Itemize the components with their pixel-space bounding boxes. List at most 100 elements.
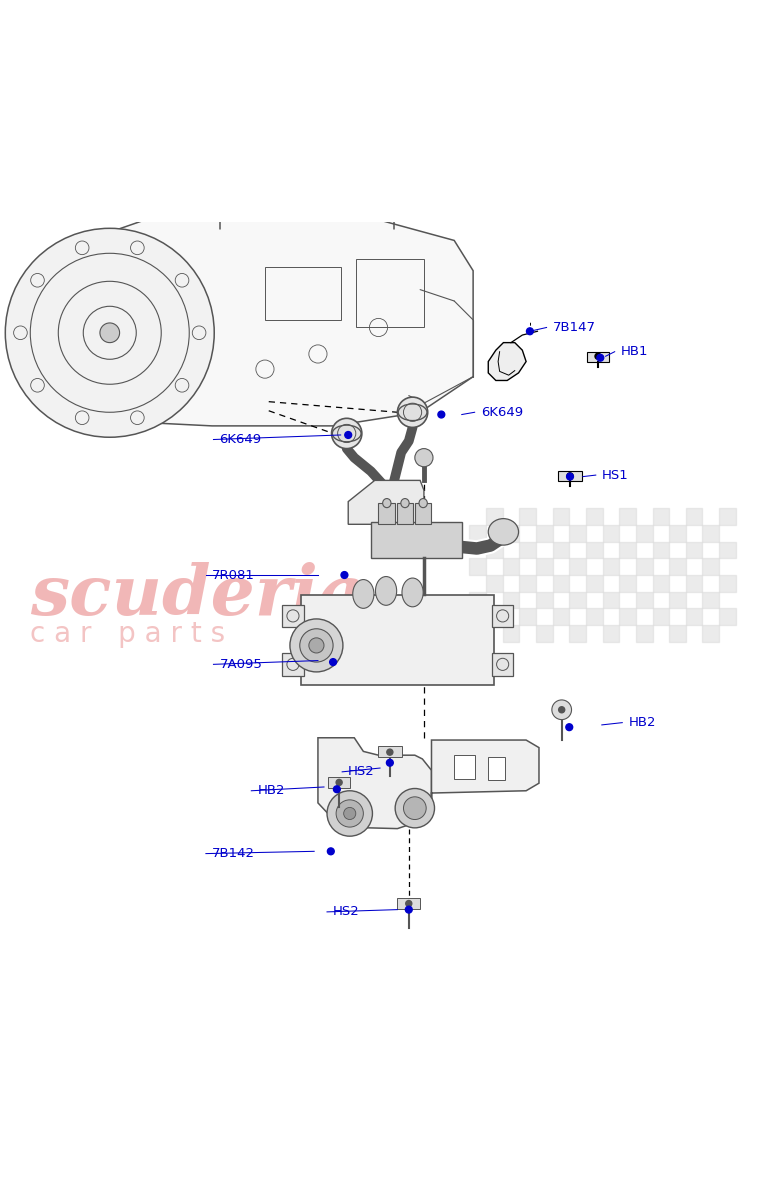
Circle shape	[344, 432, 351, 438]
Ellipse shape	[488, 518, 519, 545]
Bar	[356, 259, 424, 328]
Bar	[603, 558, 619, 575]
Bar	[719, 575, 736, 592]
Bar	[669, 558, 686, 575]
Circle shape	[336, 800, 363, 827]
Circle shape	[329, 659, 336, 666]
Bar	[469, 526, 486, 541]
Text: 7B142: 7B142	[212, 847, 255, 860]
Bar	[686, 541, 702, 558]
Bar	[719, 541, 736, 558]
Circle shape	[309, 638, 324, 653]
Circle shape	[397, 397, 428, 427]
Circle shape	[406, 900, 412, 906]
Bar	[553, 509, 569, 526]
Ellipse shape	[419, 498, 427, 508]
Circle shape	[565, 724, 572, 731]
Bar	[619, 541, 636, 558]
Circle shape	[406, 906, 412, 913]
Circle shape	[341, 571, 347, 578]
Text: HS2: HS2	[348, 766, 375, 779]
Text: 7A095: 7A095	[220, 658, 263, 671]
Circle shape	[403, 797, 426, 820]
Bar	[569, 558, 586, 575]
Bar	[636, 558, 653, 575]
Bar	[553, 608, 569, 625]
Polygon shape	[488, 343, 526, 380]
Bar	[503, 558, 519, 575]
Bar	[587, 352, 609, 361]
Polygon shape	[431, 740, 539, 808]
Ellipse shape	[398, 404, 427, 420]
Bar	[686, 509, 702, 526]
Bar	[653, 608, 669, 625]
Bar	[282, 605, 304, 628]
Ellipse shape	[401, 498, 409, 508]
Bar	[702, 526, 719, 541]
Bar	[636, 592, 653, 608]
Bar	[492, 605, 513, 628]
Bar	[536, 592, 553, 608]
Circle shape	[595, 353, 601, 359]
Ellipse shape	[402, 578, 423, 607]
Ellipse shape	[353, 580, 374, 608]
Bar	[371, 522, 462, 558]
Bar	[536, 526, 553, 541]
Bar	[619, 509, 636, 526]
Bar	[702, 558, 719, 575]
Polygon shape	[318, 738, 431, 829]
Circle shape	[567, 473, 573, 479]
Bar	[569, 592, 586, 608]
Text: HS1: HS1	[602, 468, 628, 481]
Bar	[265, 266, 341, 320]
Bar	[586, 509, 603, 526]
Bar	[636, 526, 653, 541]
Circle shape	[5, 228, 214, 437]
Text: HB2: HB2	[257, 785, 285, 797]
Bar	[669, 625, 686, 642]
Bar	[536, 625, 553, 642]
Text: 7R081: 7R081	[212, 569, 255, 582]
Bar	[519, 575, 536, 592]
Text: HB1: HB1	[621, 346, 648, 359]
Bar	[603, 625, 619, 642]
Circle shape	[290, 619, 343, 672]
Bar	[486, 541, 503, 558]
Bar	[558, 470, 582, 481]
Text: 6K649: 6K649	[220, 433, 262, 446]
Polygon shape	[53, 217, 473, 426]
Circle shape	[327, 848, 334, 854]
Bar	[569, 526, 586, 541]
Bar	[636, 625, 653, 642]
Ellipse shape	[375, 576, 397, 605]
Text: c a r   p a r t s: c a r p a r t s	[30, 620, 226, 648]
Bar	[536, 558, 553, 575]
Bar	[378, 746, 402, 757]
Bar	[469, 558, 486, 575]
Bar	[586, 608, 603, 625]
Bar	[454, 755, 475, 780]
Bar	[603, 592, 619, 608]
Bar	[519, 541, 536, 558]
Text: HS2: HS2	[333, 905, 360, 918]
Circle shape	[415, 449, 433, 467]
Circle shape	[395, 788, 435, 828]
Bar	[569, 625, 586, 642]
Text: scuderia: scuderia	[30, 563, 363, 630]
Bar	[653, 575, 669, 592]
Circle shape	[438, 412, 444, 418]
Bar	[686, 575, 702, 592]
Ellipse shape	[332, 425, 361, 442]
Text: HB2: HB2	[628, 716, 656, 730]
Bar	[586, 541, 603, 558]
Bar	[301, 595, 494, 685]
Bar	[486, 608, 503, 625]
Bar	[603, 526, 619, 541]
Bar	[378, 503, 395, 524]
Circle shape	[327, 791, 372, 836]
Circle shape	[344, 808, 356, 820]
Bar	[669, 592, 686, 608]
Circle shape	[332, 419, 362, 449]
Text: 6K649: 6K649	[481, 406, 523, 419]
Bar	[397, 899, 420, 908]
